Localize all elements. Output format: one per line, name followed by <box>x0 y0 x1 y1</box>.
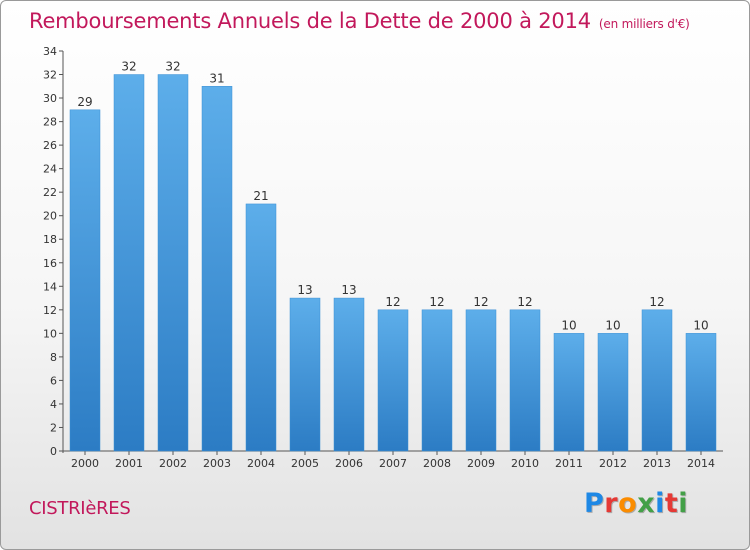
data-label-2002: 32 <box>165 60 180 74</box>
bar-2007 <box>377 309 409 452</box>
x-tick-label: 2000 <box>71 457 99 470</box>
x-tick-label: 2012 <box>599 457 627 470</box>
chart-unit: (en milliers d'€) <box>598 17 690 31</box>
y-tick-label: 20 <box>43 210 57 223</box>
logo-letter: i <box>678 488 689 519</box>
y-tick-label: 26 <box>43 139 57 152</box>
chart-data-labels: 29 32 32 31 21 13 13 12 12 12 12 10 10 12 10 <box>77 60 708 333</box>
y-tick-label: 30 <box>43 92 57 105</box>
chart-bars <box>69 74 717 452</box>
bar-2000 <box>69 109 101 452</box>
y-tick-label: 12 <box>43 304 57 317</box>
logo-letter: x <box>637 488 656 519</box>
data-label-2007: 12 <box>385 295 400 309</box>
x-tick-label: 2013 <box>643 457 671 470</box>
logo-letter: o <box>618 488 638 519</box>
y-tick-label: 34 <box>43 45 57 58</box>
y-tick-label: 10 <box>43 327 57 340</box>
y-tick-label: 32 <box>43 69 57 82</box>
data-label-2004: 21 <box>253 189 268 203</box>
y-tick-label: 4 <box>50 398 57 411</box>
y-tick-label: 14 <box>43 280 57 293</box>
x-tick-label: 2014 <box>687 457 715 470</box>
bar-2005 <box>289 297 321 452</box>
bar-2002 <box>157 74 189 452</box>
x-tick-label: 2006 <box>335 457 363 470</box>
chart-title: Remboursements Annuels de la Dette de 20… <box>29 9 690 33</box>
y-tick-label: 18 <box>43 233 57 246</box>
y-tick-label: 2 <box>50 421 57 434</box>
logo-letter: r <box>604 488 619 519</box>
y-tick-label: 24 <box>43 163 57 176</box>
y-tick-label: 6 <box>50 374 57 387</box>
bar-2008 <box>421 309 453 452</box>
y-tick-label: 22 <box>43 186 57 199</box>
x-tick-label: 2005 <box>291 457 319 470</box>
proxiti-logo: Proxiti <box>584 488 688 519</box>
data-label-2009: 12 <box>473 295 488 309</box>
logo-letter: P <box>584 488 605 519</box>
data-label-2001: 32 <box>121 60 136 74</box>
x-tick-label: 2003 <box>203 457 231 470</box>
bar-2009 <box>465 309 497 452</box>
y-tick-label: 16 <box>43 257 57 270</box>
bar-2012 <box>597 333 629 452</box>
data-label-2013: 12 <box>649 295 664 309</box>
data-label-2011: 10 <box>561 318 576 332</box>
bar-2013 <box>641 309 673 452</box>
y-tick-label: 28 <box>43 116 57 129</box>
x-tick-label: 2002 <box>159 457 187 470</box>
bar-2011 <box>553 333 585 452</box>
data-label-2000: 29 <box>77 95 92 109</box>
logo-letter: i <box>655 488 665 519</box>
data-label-2005: 13 <box>297 283 312 297</box>
bar-2010 <box>509 309 541 452</box>
data-label-2003: 31 <box>209 71 224 85</box>
bar-2003 <box>201 86 233 452</box>
data-label-2008: 12 <box>429 295 444 309</box>
data-label-2006: 13 <box>341 283 356 297</box>
x-tick-label: 2004 <box>247 457 275 470</box>
y-tick-label: 8 <box>50 351 57 364</box>
y-tick-label: 0 <box>50 445 57 458</box>
data-label-2014: 10 <box>693 318 708 332</box>
commune-name: CISTRIèRES <box>29 498 131 519</box>
bar-2014 <box>685 333 717 452</box>
chart-title-text: Remboursements Annuels de la Dette de 20… <box>29 9 591 33</box>
data-label-2012: 10 <box>605 318 620 332</box>
x-tick-label: 2009 <box>467 457 495 470</box>
x-tick-label: 2007 <box>379 457 407 470</box>
x-tick-label: 2011 <box>555 457 583 470</box>
x-tick-label: 2010 <box>511 457 539 470</box>
bar-2004 <box>245 203 277 452</box>
x-tick-label: 2001 <box>115 457 143 470</box>
bar-2001 <box>113 74 145 452</box>
logo-letter: t <box>664 488 679 519</box>
data-label-2010: 12 <box>517 295 532 309</box>
x-tick-label: 2008 <box>423 457 451 470</box>
bar-2006 <box>333 297 365 452</box>
